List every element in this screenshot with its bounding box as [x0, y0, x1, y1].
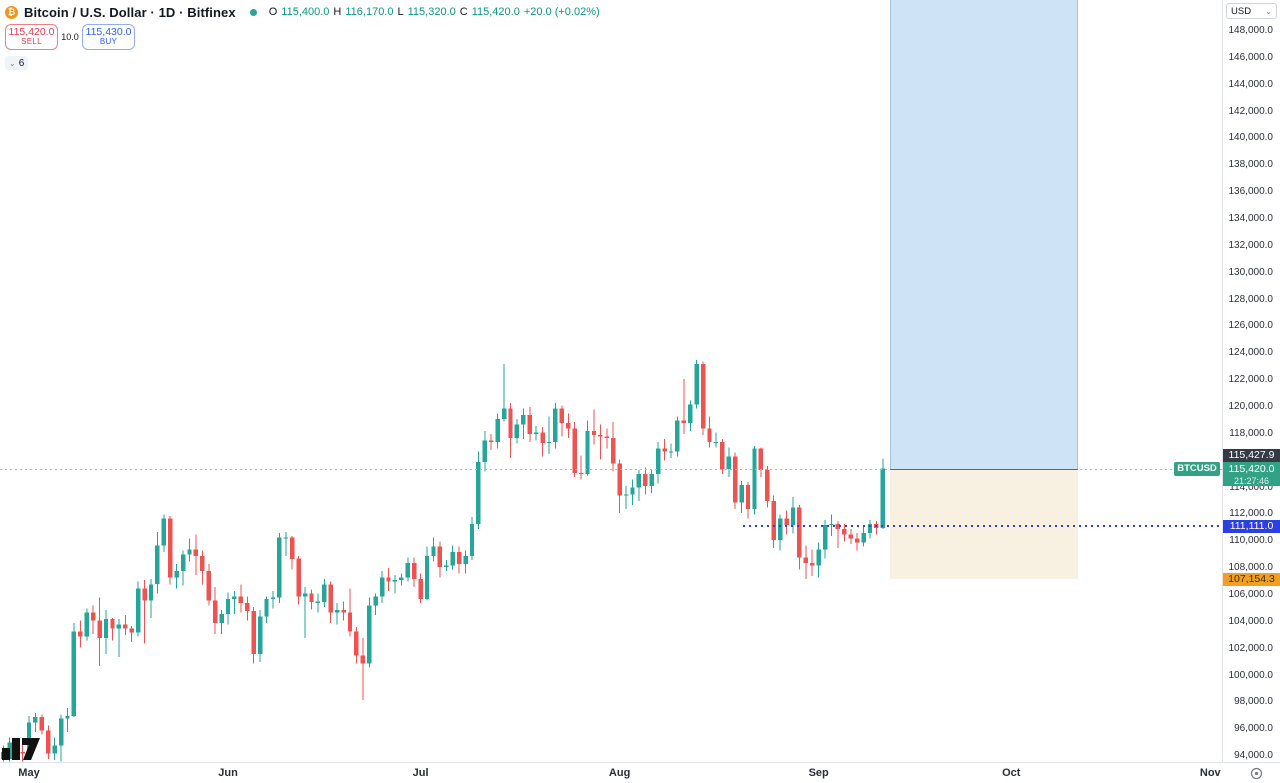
price-tick: 136,000.0 [1228, 186, 1274, 198]
price-tick: 130,000.0 [1228, 266, 1274, 278]
price-tick: 106,000.0 [1228, 589, 1274, 600]
sell-price: 115,420.0 [8, 25, 55, 38]
trade-panel: 115,420.0 SELL 10.0 115,430.0 BUY [5, 24, 600, 50]
symbol-tag-badge: BTCUSD [1174, 461, 1220, 476]
price-tick: 120,000.0 [1228, 401, 1274, 412]
market-status-icon[interactable] [249, 8, 257, 16]
price-axis[interactable]: USD ⌄ 148,000.0 146,000.0 144,000.0 142,000… [1222, 0, 1280, 762]
price-tick: 102,000.0 [1228, 642, 1274, 654]
month-tick-aug: Aug [608, 767, 631, 779]
price-tick: 138,000.0 [1228, 159, 1274, 171]
month-tick-nov: Nov [1199, 767, 1221, 779]
buy-label: BUY [99, 37, 118, 47]
open-label: O [268, 6, 278, 18]
last-price-value: 115,420.0 [1228, 462, 1275, 475]
month-tick-jun: Jun [218, 767, 238, 779]
price-tick: 140,000.0 [1228, 132, 1274, 144]
change-value: +20.0 (+0.02%) [523, 6, 600, 18]
chart-legend: ₿ Bitcoin / U.S. Dollar · 1D · Bitfinex … [5, 4, 600, 71]
tradingview-watermark [2, 735, 46, 762]
price-tick: 114,000.0 [1229, 481, 1273, 493]
buy-price: 115,430.0 [85, 25, 132, 38]
month-tick-oct: Oct [1002, 767, 1021, 779]
symbol-row: ₿ Bitcoin / U.S. Dollar · 1D · Bitfinex … [5, 4, 600, 20]
low-value: 115,320.0 [407, 6, 456, 18]
price-tick: 108,000.0 [1228, 562, 1274, 574]
chevron-down-icon: ⌄ [1265, 6, 1272, 16]
price-tick: 110,000.0 [1229, 535, 1273, 547]
sell-button[interactable]: 115,420.0 SELL [5, 24, 58, 50]
buy-button[interactable]: 115,430.0 BUY [82, 24, 135, 50]
price-tick: 132,000.0 [1228, 239, 1274, 251]
ohlc-values: O 115,400.0 H 116,170.0 L 115,320.0 C 11… [269, 6, 600, 18]
chart-canvas[interactable]: ₿ Bitcoin / U.S. Dollar · 1D · Bitfinex … [0, 0, 1222, 762]
month-tick-jul: Jul [412, 767, 429, 779]
price-tick: 96,000.0 [1234, 723, 1273, 735]
spread-value: 10.0 [61, 32, 79, 42]
price-tick: 104,000.0 [1228, 615, 1274, 627]
low-label: L [397, 6, 404, 18]
stop-line-price-label: 107,154.3 [1223, 572, 1280, 586]
scale-target-icon[interactable] [1250, 767, 1263, 780]
close-label: C [459, 6, 468, 18]
price-tick: 124,000.0 [1228, 347, 1274, 359]
currency-selector[interactable]: USD ⌄ [1226, 3, 1277, 19]
price-tick: 148,000.0 [1228, 25, 1274, 36]
chevron-down-icon: ⌄ [9, 58, 16, 68]
price-tick: 122,000.0 [1228, 374, 1274, 386]
price-tick: 100,000.0 [1228, 669, 1274, 681]
alert-line-price-label: 111,111.0 [1223, 519, 1280, 533]
high-value: 116,170.0 [345, 6, 394, 18]
time-axis[interactable]: May Jun Jul Aug Sep Oct Nov [0, 762, 1280, 783]
price-tick: 144,000.0 [1228, 78, 1274, 90]
price-tick: 126,000.0 [1228, 320, 1274, 332]
price-tick: 118,000.0 [1229, 427, 1273, 439]
price-tick: 142,000.0 [1228, 105, 1274, 117]
object-count: 6 [18, 57, 25, 69]
price-tick: 94,000.0 [1234, 750, 1273, 762]
sell-label: SELL [21, 37, 42, 47]
currency-label: USD [1231, 5, 1252, 17]
price-tick: 128,000.0 [1228, 293, 1274, 305]
high-label: H [333, 6, 342, 18]
price-tick: 112,000.0 [1229, 508, 1273, 520]
bitcoin-logo-icon: ₿ [5, 5, 18, 19]
candlestick-chart [1, 360, 886, 762]
close-value: 115,420.0 [471, 6, 520, 18]
symbol-title[interactable]: Bitcoin / U.S. Dollar · 1D · Bitfinex [24, 4, 236, 20]
open-value: 115,400.0 [281, 6, 330, 18]
price-tick: 134,000.0 [1228, 213, 1274, 224]
last-price-label: 115,420.0 21:27:46 [1223, 461, 1280, 486]
secondary-price-label: 115,427.9 [1223, 448, 1280, 462]
month-tick-may: May [18, 767, 40, 779]
bar-countdown: 21:27:46 [1233, 475, 1270, 486]
price-tick: 146,000.0 [1228, 51, 1274, 63]
price-tick: 98,000.0 [1234, 696, 1273, 708]
object-tree-chip[interactable]: ⌄ 6 [5, 56, 29, 70]
month-tick-sep: Sep [808, 767, 829, 779]
